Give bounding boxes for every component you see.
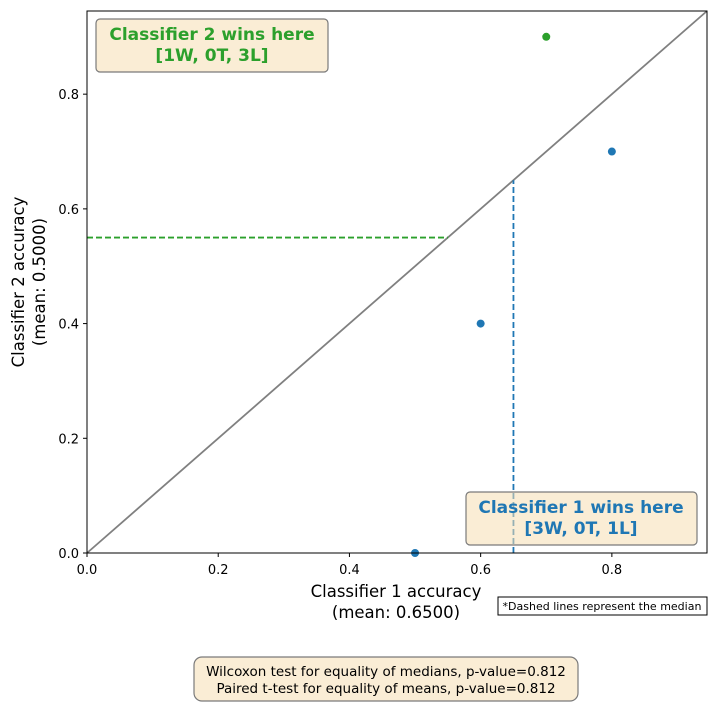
x-tick-label-2: 0.4	[339, 563, 360, 578]
wilcoxon-test-text: Wilcoxon test for equality of medians, p…	[206, 664, 566, 680]
y-axis-label-line2: (mean: 0.5000)	[30, 218, 49, 346]
x-tick-label-1: 0.2	[208, 563, 229, 578]
stats-box	[193, 656, 579, 702]
y-tick-label-1: 0.2	[58, 432, 79, 447]
x-tick-label-3: 0.6	[470, 563, 491, 578]
data-point-0-1	[476, 319, 485, 328]
classifier2-wins-title: Classifier 2 wins here	[109, 25, 314, 45]
x-axis-label-line1: Classifier 1 accuracy	[311, 582, 482, 601]
diagonal-line	[86, 10, 708, 554]
median-note-box	[497, 596, 708, 616]
plot-frame	[86, 10, 708, 554]
classifier2-wins-record: [1W, 0T, 3L]	[155, 46, 268, 66]
x-tick-label-0: 0.0	[77, 563, 98, 578]
data-point-0-2	[607, 147, 616, 156]
y-tick-label-3: 0.6	[58, 203, 79, 218]
classifier1-wins-title: Classifier 1 wins here	[478, 498, 683, 518]
classifier2-wins-box	[95, 18, 329, 73]
y-tick-label-0: 0.0	[58, 547, 79, 562]
median-note: *Dashed lines represent the median	[503, 600, 702, 613]
ttest-text: Paired t-test for equality of means, p-v…	[216, 681, 555, 697]
data-point-1-0	[542, 32, 551, 41]
classifier1-wins-record: [3W, 0T, 1L]	[524, 519, 637, 539]
plot-area: 0.0 0.2 0.4 0.6 0.8 0.0 0.2 0.4 0.6 0.8	[58, 10, 708, 578]
y-tick-label-2: 0.4	[58, 318, 79, 333]
x-tick-label-4: 0.8	[602, 563, 623, 578]
x-axis-label-line2: (mean: 0.6500)	[332, 603, 460, 622]
y-tick-label-4: 0.8	[58, 88, 79, 103]
y-axis-label-line1: Classifier 2 accuracy	[9, 196, 28, 367]
classifier1-wins-box	[465, 491, 698, 546]
